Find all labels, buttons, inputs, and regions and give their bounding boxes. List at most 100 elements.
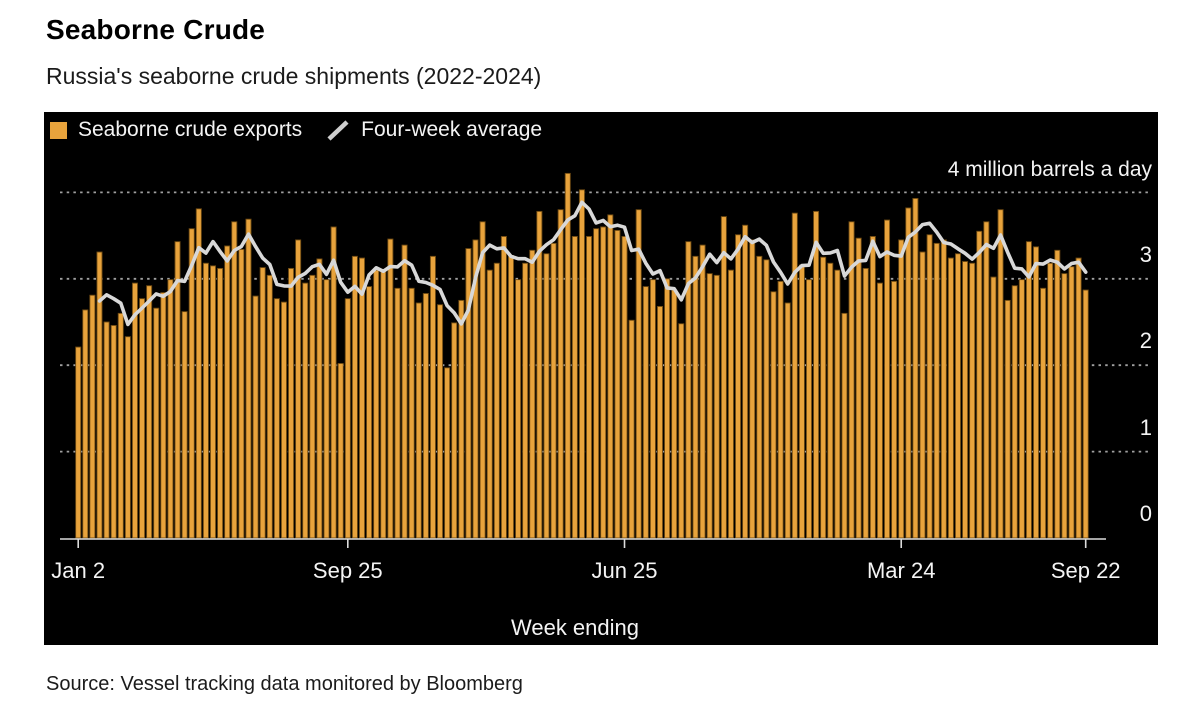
- export-bar: [557, 209, 564, 539]
- export-bar: [465, 248, 472, 539]
- export-bar: [656, 305, 663, 539]
- export-bar: [96, 251, 103, 539]
- export-bar: [515, 279, 522, 539]
- chart-legend: Seaborne crude exports Four-week average: [50, 118, 542, 142]
- x-axis-tick-label: Mar 24: [866, 558, 936, 583]
- export-bar: [699, 244, 706, 539]
- export-bar: [167, 279, 174, 539]
- export-bar: [387, 238, 394, 539]
- export-bar: [593, 228, 600, 539]
- export-bar: [1047, 262, 1054, 539]
- export-bar: [884, 219, 891, 539]
- export-bar: [940, 239, 947, 539]
- export-bar: [550, 242, 557, 539]
- export-bar: [146, 285, 153, 539]
- export-bar: [380, 269, 387, 539]
- export-bar: [671, 289, 678, 539]
- average-legend-slash-icon: [326, 119, 351, 142]
- export-bar: [323, 279, 330, 539]
- export-bar: [841, 312, 848, 539]
- y-axis-tick-label: 2: [1139, 328, 1152, 354]
- export-bar: [266, 274, 273, 539]
- export-bar: [685, 241, 692, 539]
- export-bar: [479, 221, 486, 539]
- export-bar: [827, 262, 834, 539]
- export-bar: [997, 209, 1004, 539]
- export-bar: [649, 279, 656, 539]
- export-bar: [89, 294, 96, 539]
- export-bar: [209, 265, 216, 539]
- export-bar: [1075, 257, 1082, 539]
- export-bar: [954, 253, 961, 539]
- export-bar: [316, 258, 323, 539]
- export-bar: [280, 301, 287, 539]
- export-bar: [273, 298, 280, 539]
- export-bar: [735, 234, 742, 539]
- export-bar: [117, 312, 124, 539]
- export-bar: [295, 239, 302, 539]
- bar-line-plot: [60, 172, 1152, 548]
- export-bar: [770, 291, 777, 539]
- average-legend-label: Four-week average: [361, 118, 543, 141]
- export-bar: [578, 189, 585, 539]
- export-bar: [805, 279, 812, 539]
- export-bar: [678, 323, 685, 539]
- export-bar: [983, 221, 990, 539]
- export-bar: [472, 239, 479, 539]
- export-bar: [231, 221, 238, 539]
- export-bar: [727, 269, 734, 539]
- export-bar: [160, 292, 167, 539]
- export-bar: [876, 282, 883, 539]
- export-bar: [791, 212, 798, 539]
- export-bar: [586, 236, 593, 539]
- exports-legend-swatch-icon: [50, 121, 67, 139]
- export-bar: [855, 237, 862, 539]
- export-bar: [862, 267, 869, 539]
- export-bar: [834, 269, 841, 539]
- export-bar: [174, 241, 181, 539]
- export-bar: [898, 239, 905, 539]
- export-bar: [1033, 246, 1040, 539]
- export-bar: [309, 274, 316, 539]
- export-bar: [1068, 266, 1075, 539]
- export-bar: [188, 228, 195, 539]
- export-bar: [493, 262, 500, 539]
- export-bar: [422, 293, 429, 539]
- export-bar: [1011, 285, 1018, 539]
- export-bar: [458, 299, 465, 539]
- export-bar: [749, 239, 756, 539]
- export-bar: [408, 287, 415, 539]
- export-bar: [337, 363, 344, 539]
- export-bar: [103, 321, 110, 539]
- export-bar: [139, 298, 146, 539]
- export-bar: [713, 274, 720, 539]
- chart-subtitle: Russia's seaborne crude shipments (2022-…: [46, 63, 542, 89]
- export-bar: [1025, 241, 1032, 539]
- export-bar: [742, 224, 749, 539]
- export-bar: [75, 346, 82, 539]
- export-bar: [1054, 249, 1061, 539]
- export-bar: [635, 209, 642, 539]
- export-bar: [1040, 287, 1047, 539]
- export-bar: [359, 257, 366, 539]
- export-bar: [195, 208, 202, 539]
- y-axis-tick-label: 0: [1139, 501, 1152, 526]
- export-bar: [564, 172, 571, 539]
- export-bar: [664, 278, 671, 539]
- export-bar: [571, 236, 578, 539]
- export-bar: [444, 367, 451, 539]
- export-bar: [869, 236, 876, 539]
- export-bar: [153, 307, 160, 539]
- chart-panel: Seaborne crude exports Four-week average…: [44, 112, 1158, 645]
- export-bar: [784, 302, 791, 539]
- export-bar: [451, 322, 458, 539]
- export-bar: [302, 282, 309, 539]
- export-bar: [642, 286, 649, 539]
- four-week-average-line: [97, 200, 1088, 327]
- export-bar: [330, 226, 337, 539]
- export-bar: [777, 280, 784, 539]
- export-bar: [507, 255, 514, 539]
- x-axis-tick-label: Jun 25: [591, 558, 658, 583]
- y-axis-unit-label: 4 million barrels a day: [947, 158, 1152, 181]
- export-bar: [366, 286, 373, 539]
